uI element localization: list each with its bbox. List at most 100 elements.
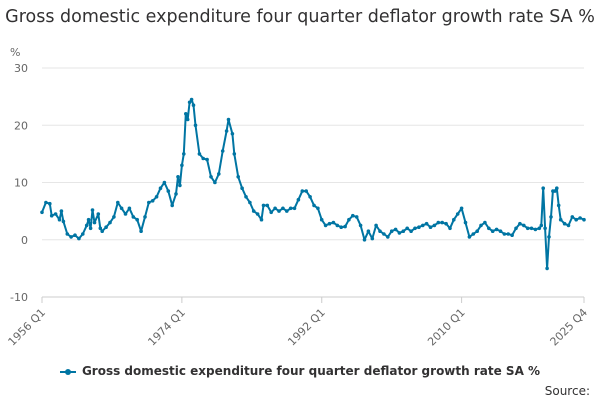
data-point: [566, 223, 571, 228]
data-point: [288, 206, 293, 211]
data-point: [351, 213, 355, 218]
data-point: [389, 229, 394, 233]
data-point: [543, 226, 547, 231]
data-point: [319, 217, 324, 222]
data-point: [123, 212, 128, 216]
data-point: [265, 203, 270, 208]
y-axis-label: %: [10, 46, 20, 59]
data-point: [49, 213, 54, 218]
data-point: [304, 189, 309, 193]
y-tick-label: 10: [14, 177, 28, 190]
data-point: [397, 231, 402, 235]
chart-legend[interactable]: Gross domestic expenditure four quarter …: [0, 364, 600, 378]
data-point: [510, 233, 514, 237]
data-point: [323, 223, 328, 228]
data-point: [189, 97, 194, 102]
data-point: [339, 225, 344, 229]
data-point: [574, 217, 578, 222]
data-point: [300, 189, 305, 193]
data-point: [135, 217, 139, 222]
data-point: [185, 117, 190, 122]
data-point: [220, 149, 225, 153]
data-point: [61, 219, 66, 224]
x-tick-label: 2010 Q1: [425, 306, 468, 349]
data-point: [261, 203, 266, 208]
data-point: [459, 206, 464, 211]
data-point: [424, 221, 429, 226]
data-point: [421, 223, 425, 228]
data-point: [90, 208, 95, 212]
data-point: [84, 223, 89, 228]
data-point: [48, 201, 52, 206]
data-point: [127, 206, 132, 211]
data-point: [553, 189, 557, 193]
data-point: [541, 186, 545, 190]
data-point: [413, 226, 417, 231]
data-point: [236, 175, 240, 179]
data-point: [312, 203, 316, 208]
data-point: [549, 215, 553, 219]
data-point: [57, 217, 62, 222]
data-point: [197, 152, 202, 156]
data-point: [343, 224, 347, 229]
data-point: [162, 180, 167, 185]
y-tick-label: 0: [21, 234, 28, 247]
data-point: [537, 226, 542, 231]
data-point: [174, 192, 178, 196]
data-point: [98, 226, 103, 231]
data-point: [259, 217, 264, 222]
data-point: [378, 229, 382, 233]
data-point: [217, 172, 221, 176]
data-point: [230, 132, 235, 136]
data-point: [475, 229, 480, 233]
data-point: [331, 220, 336, 225]
data-point: [255, 212, 260, 216]
data-point: [428, 225, 433, 229]
data-point: [417, 225, 421, 229]
data-point: [545, 266, 549, 271]
data-point: [170, 203, 174, 208]
data-point: [316, 206, 320, 211]
data-point: [467, 235, 472, 239]
data-point: [483, 220, 487, 225]
data-point: [347, 217, 351, 222]
data-point: [191, 103, 196, 107]
legend-series-marker: [59, 368, 76, 375]
data-point: [53, 212, 58, 216]
data-point: [547, 235, 551, 239]
data-point: [525, 226, 530, 231]
source-label: Source:: [544, 384, 590, 398]
data-point: [65, 232, 70, 236]
data-point: [386, 235, 390, 239]
data-point: [232, 152, 237, 156]
data-point: [370, 236, 375, 241]
data-point: [409, 229, 413, 233]
data-point: [444, 221, 448, 226]
data-point: [131, 215, 136, 219]
data-point: [522, 223, 526, 228]
data-point: [100, 229, 104, 233]
data-point: [158, 186, 163, 190]
data-point: [448, 226, 452, 231]
data-point: [224, 129, 229, 133]
x-tick-label: 1974 Q1: [145, 306, 188, 349]
data-point: [490, 229, 495, 233]
data-point: [187, 100, 192, 105]
data-point: [178, 183, 182, 188]
data-point: [184, 112, 188, 116]
data-point: [86, 217, 91, 222]
data-point: [401, 229, 406, 233]
data-point: [143, 215, 147, 219]
data-point: [119, 206, 124, 211]
data-point: [533, 227, 538, 232]
data-point: [116, 200, 120, 205]
data-point: [335, 223, 340, 228]
data-point: [251, 209, 256, 213]
data-point: [327, 221, 332, 226]
data-point: [244, 195, 248, 199]
data-point: [558, 217, 563, 222]
data-point: [176, 175, 180, 179]
data-point: [104, 225, 108, 229]
data-point: [382, 232, 386, 236]
data-point: [180, 163, 184, 168]
